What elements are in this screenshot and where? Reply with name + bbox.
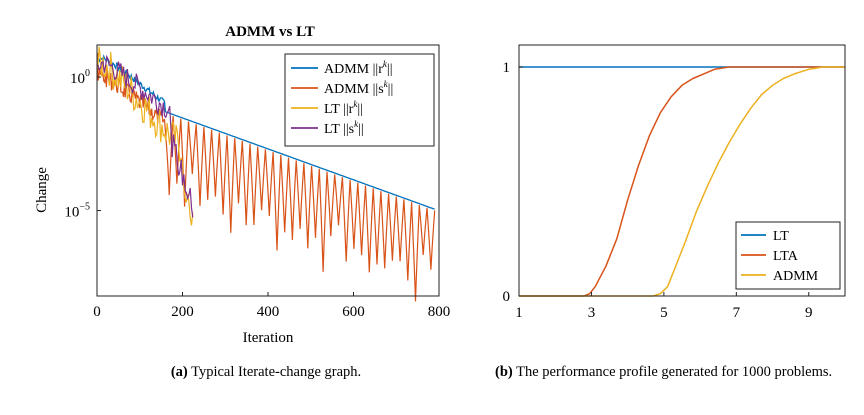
legend-b-label: ADMM [773,269,819,284]
chart-a-xtick-label: 400 [257,304,280,320]
chart-b-ytick-label: 1 [503,60,511,76]
chart-b-xtick-label: 5 [660,305,668,321]
chart-a-title: ADMM vs LT [225,24,314,40]
caption-a-text: Typical Iterate-change graph. [187,364,362,380]
chart-b-xtick-label: 7 [733,305,741,321]
series-lt-s-line [97,54,194,218]
legend-b-label: LT [773,229,789,244]
chart-a-legend [284,53,435,147]
chart-a-ylabel: Change [34,167,50,213]
caption-b-label: (b) [495,364,513,380]
chart-b-xtick-label: 1 [515,305,523,321]
series-lta-line [519,66,845,297]
panel-a: ADMM vs LT 0 200 400 600 800 100 10−5 Iteratio… [34,24,450,346]
legend-a-label: ADMM ||rk|| [324,59,393,77]
chart-b-frame [518,44,846,297]
chart-a-xtick-label: 800 [428,304,451,320]
caption-a-label: (a) [170,364,188,380]
chart-b-ytick-label: 0 [503,289,511,305]
chart-b-xtick-label: 3 [588,305,596,321]
chart-a-ytick-label: 100 [70,68,90,87]
chart-a-xtick-label: 0 [93,304,101,320]
chart-a-ytick-label: 10−5 [64,202,90,221]
caption-a: (a) Typical Iterate-change graph. [96,360,436,384]
series-admm-s-line [97,53,436,302]
chart-a-xtick-label: 600 [342,304,365,320]
series-lt-r-line [97,46,194,226]
series-admm-line [519,66,845,297]
caption-b: (b) The performance profile generated fo… [495,360,841,384]
legend-a-label: ADMM ||sk|| [324,79,393,97]
legend-a-label: LT ||rk|| [324,99,363,117]
chart-a-xlabel: Iteration [243,330,294,346]
legend-a-label: LT ||sk|| [324,119,364,137]
caption-b-text: The performance profile generated for 10… [512,364,833,380]
legend-b-label: LTA [773,249,799,264]
chart-b-xtick-label: 9 [805,305,813,321]
chart-a-xtick-label: 200 [171,304,194,320]
